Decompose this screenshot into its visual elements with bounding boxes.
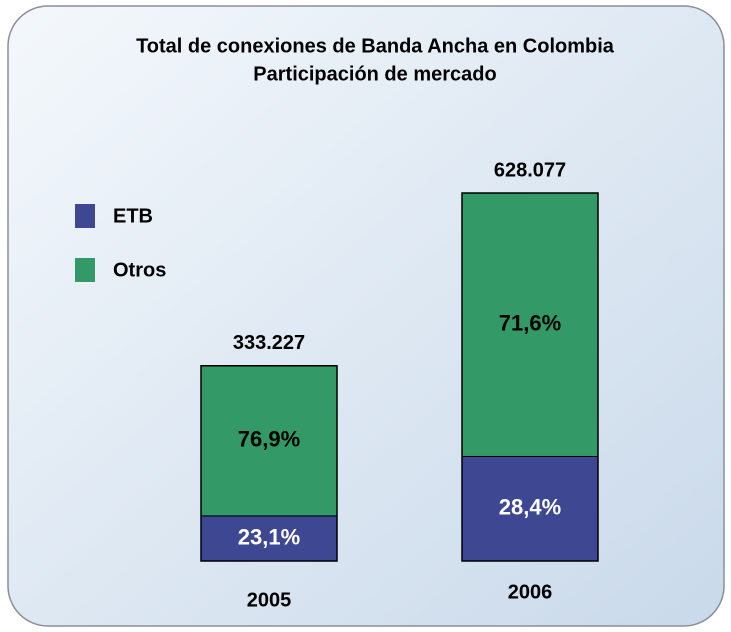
chart-title: Total de conexiones de Banda Ancha en Co…	[136, 35, 615, 57]
x-tick-label: 2006	[508, 581, 553, 603]
data-label: 23,1%	[238, 524, 300, 549]
total-label: 628.077	[494, 159, 566, 181]
legend-label: Otros	[113, 259, 166, 281]
bar-segment	[200, 515, 338, 562]
legend-label: ETB	[113, 205, 153, 227]
chart-subtitle: Participación de mercado	[253, 63, 496, 85]
data-label: 71,6%	[499, 311, 561, 336]
bar-outline	[200, 365, 338, 562]
legend-swatch	[75, 258, 95, 282]
legend-swatch	[75, 204, 95, 228]
panel	[7, 5, 725, 627]
data-label: 28,4%	[499, 495, 561, 520]
bar-segment	[200, 365, 338, 517]
total-label: 333.227	[233, 332, 305, 354]
x-tick-label: 2005	[247, 589, 292, 611]
bar-outline	[461, 192, 599, 562]
data-label: 76,9%	[238, 427, 300, 452]
